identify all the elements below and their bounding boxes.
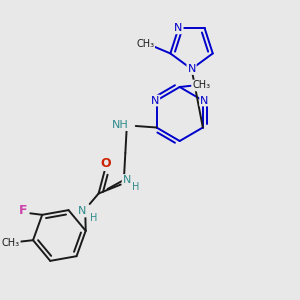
Text: CH₃: CH₃ <box>2 238 20 248</box>
Text: N: N <box>200 95 208 106</box>
Text: NH: NH <box>112 120 128 130</box>
Text: H: H <box>91 213 98 224</box>
Text: N: N <box>188 64 196 74</box>
Text: N: N <box>174 23 183 33</box>
Text: CH₃: CH₃ <box>192 80 210 91</box>
Text: CH₃: CH₃ <box>136 40 154 50</box>
Text: H: H <box>132 182 140 192</box>
Text: N: N <box>78 206 86 217</box>
Text: O: O <box>101 157 111 170</box>
Text: N: N <box>151 95 159 106</box>
Text: F: F <box>19 204 28 218</box>
Text: N: N <box>123 175 131 185</box>
